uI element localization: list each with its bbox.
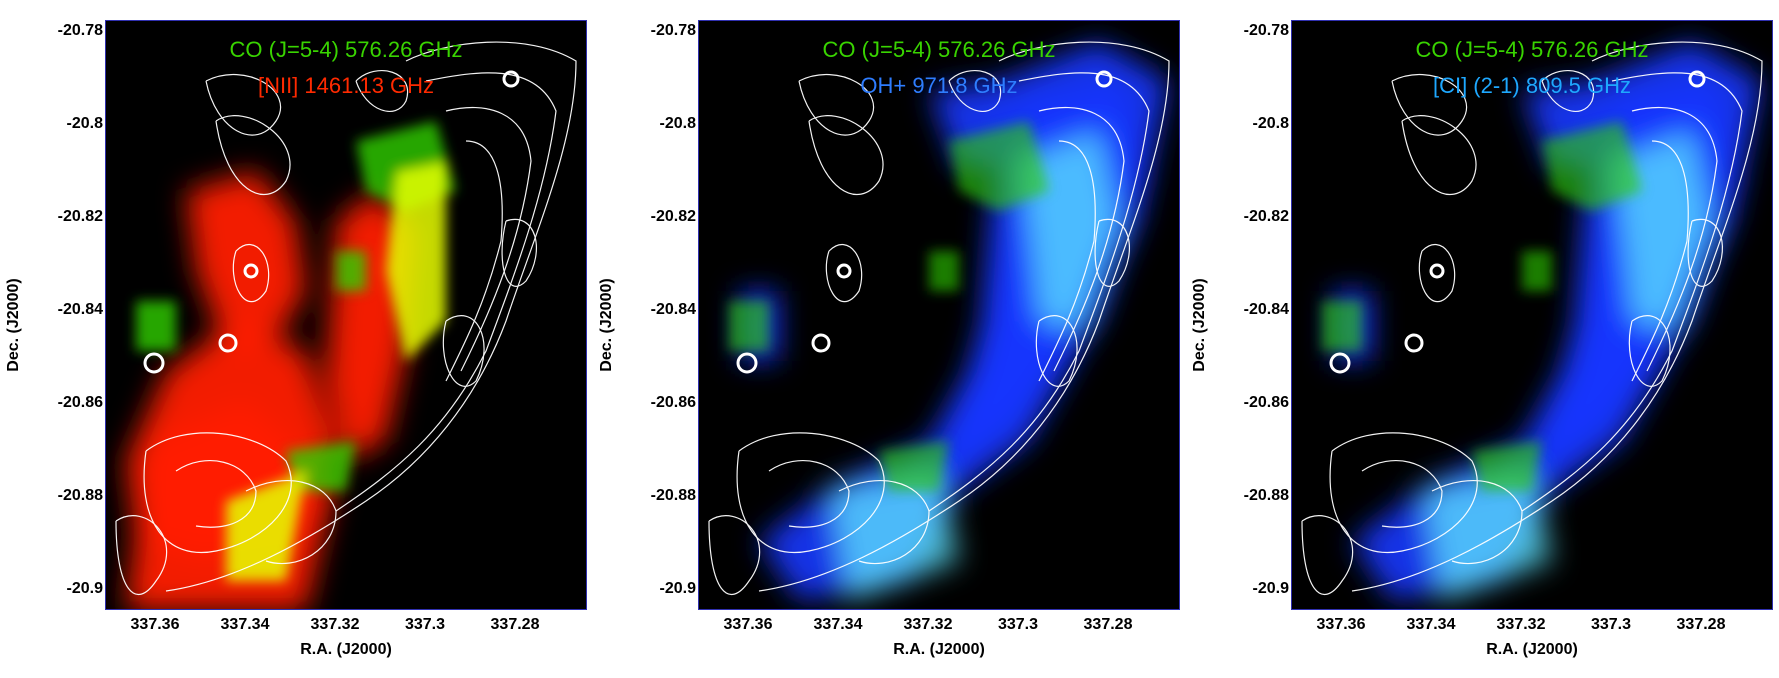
map-image: CO (J=5-4) 576.26 GHz [NII] 1461.13 GHz — [105, 20, 587, 610]
co-layer — [136, 121, 456, 581]
map-image: CO (J=5-4) 576.26 GHz [CI] (2-1) 809.5 GH… — [1291, 20, 1773, 610]
x-tick-label: 337.36 — [1316, 616, 1366, 633]
co-layer — [1322, 121, 1642, 491]
source-marker — [811, 333, 831, 353]
x-axis-label: R.A. (J2000) — [893, 641, 985, 658]
y-tick-label: -20.86 — [57, 394, 103, 411]
y-tick-label: -20.86 — [1243, 394, 1289, 411]
legend-co: CO (J=5-4) 576.26 GHz — [229, 37, 463, 62]
panel-1: Dec. (J2000) -20.78 -20.8 -20.82 -20.84 -20.8… — [0, 0, 593, 678]
y-tick-label: -20.88 — [1243, 487, 1289, 504]
y-tick-label: -20.82 — [57, 208, 103, 225]
y-tick-label: -20.78 — [1243, 22, 1289, 39]
source-marker — [1688, 70, 1706, 88]
legend-co: CO (J=5-4) 576.26 GHz — [1415, 37, 1649, 62]
x-tick-label: 337.32 — [310, 616, 360, 633]
panel-2: Dec. (J2000) -20.78 -20.8 -20.82 -20.84 -20.8… — [593, 0, 1186, 678]
y-tick-label: -20.82 — [650, 208, 696, 225]
panel-3: Dec. (J2000) -20.78 -20.8 -20.82 -20.84 -20.8… — [1186, 0, 1779, 678]
source-marker — [1329, 352, 1351, 374]
y-tick-label: -20.86 — [650, 394, 696, 411]
y-tick-label: -20.88 — [57, 487, 103, 504]
source-marker — [243, 263, 259, 279]
x-tick-label: 337.34 — [220, 616, 270, 633]
co-layer — [729, 121, 1049, 491]
x-tick-label: 337.28 — [1083, 616, 1133, 633]
x-tick-label: 337.36 — [723, 616, 773, 633]
x-axis-label: R.A. (J2000) — [1486, 641, 1578, 658]
x-tick-label: 337.34 — [813, 616, 863, 633]
source-marker — [1404, 333, 1424, 353]
x-tick-label: 337.32 — [903, 616, 953, 633]
source-marker — [1429, 263, 1445, 279]
source-marker — [218, 333, 238, 353]
y-tick-label: -20.9 — [1252, 580, 1289, 597]
y-tick-label: -20.88 — [650, 487, 696, 504]
legend-tracer: [CI] (2-1) 809.5 GHz — [1432, 73, 1632, 98]
y-axis-label: Dec. (J2000) — [1191, 278, 1208, 372]
x-axis-label: R.A. (J2000) — [300, 641, 392, 658]
y-tick-label: -20.8 — [66, 115, 103, 132]
x-tick-label: 337.32 — [1496, 616, 1546, 633]
source-marker — [736, 352, 758, 374]
x-tick-label: 337.28 — [1676, 616, 1726, 633]
x-tick-label: 337.3 — [1590, 616, 1632, 633]
y-axis-label: Dec. (J2000) — [5, 278, 22, 372]
map-svg — [1292, 21, 1772, 609]
legend-tracer: OH+ 971.8 GHz — [860, 73, 1018, 98]
x-tick-label: 337.3 — [404, 616, 446, 633]
legend-tracer: [NII] 1461.13 GHz — [257, 73, 435, 98]
y-tick-label: -20.8 — [1252, 115, 1289, 132]
y-tick-label: -20.78 — [57, 22, 103, 39]
x-tick-label: 337.3 — [997, 616, 1039, 633]
y-tick-label: -20.84 — [57, 301, 103, 318]
y-axis-label: Dec. (J2000) — [598, 278, 615, 372]
y-tick-label: -20.84 — [1243, 301, 1289, 318]
source-marker — [502, 70, 520, 88]
map-image: CO (J=5-4) 576.26 GHz OH+ 971.8 GHz — [698, 20, 1180, 610]
source-marker — [1095, 70, 1113, 88]
map-svg — [699, 21, 1179, 609]
y-tick-label: -20.8 — [659, 115, 696, 132]
y-tick-label: -20.78 — [650, 22, 696, 39]
legend-co: CO (J=5-4) 576.26 GHz — [822, 37, 1056, 62]
contour-layer — [115, 41, 577, 595]
map-svg — [106, 21, 586, 609]
x-tick-label: 337.34 — [1406, 616, 1456, 633]
x-tick-label: 337.36 — [130, 616, 180, 633]
y-tick-label: -20.9 — [659, 580, 696, 597]
source-marker — [836, 263, 852, 279]
contour-layer — [708, 41, 1170, 595]
source-marker — [143, 352, 165, 374]
contour-layer — [1301, 41, 1763, 595]
y-tick-label: -20.9 — [66, 580, 103, 597]
y-tick-label: -20.82 — [1243, 208, 1289, 225]
x-tick-label: 337.28 — [490, 616, 540, 633]
y-tick-label: -20.84 — [650, 301, 696, 318]
